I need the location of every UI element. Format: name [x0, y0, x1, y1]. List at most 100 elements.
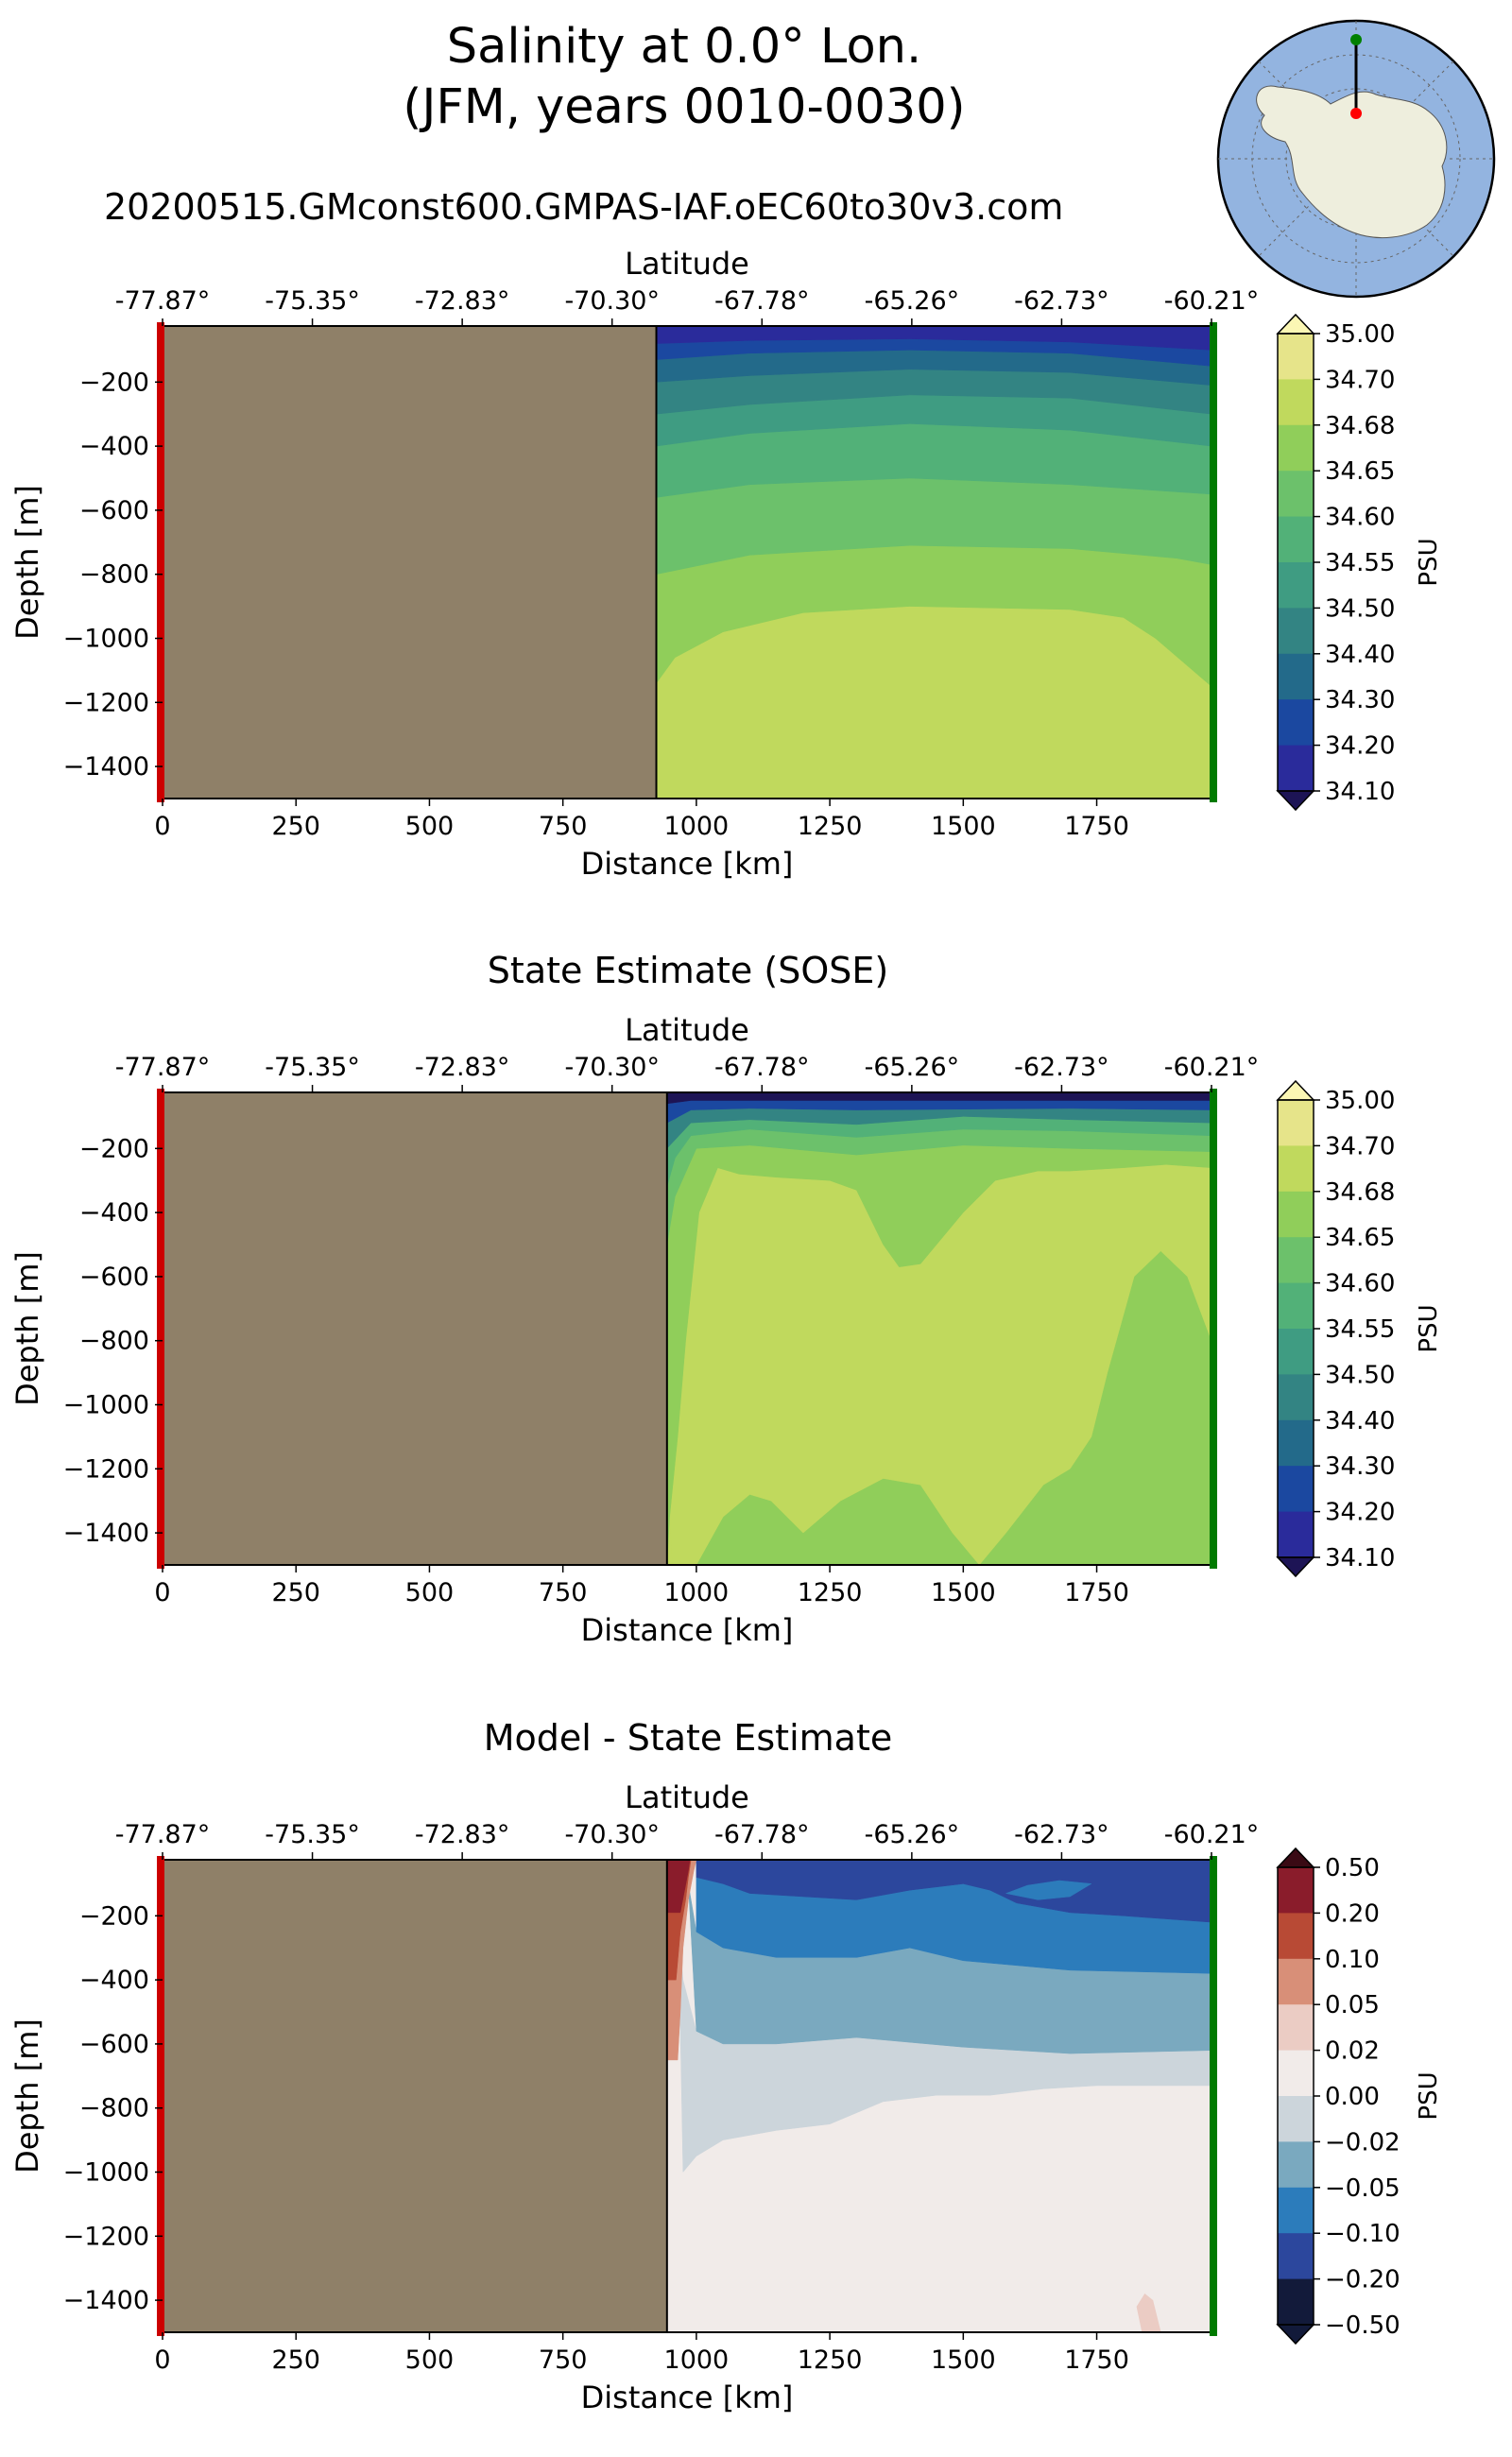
panel-title: State Estimate (SOSE)	[488, 950, 888, 991]
colorbar-tick-label: 0.05	[1325, 1991, 1380, 2019]
y-tick-label: −400	[79, 1198, 149, 1228]
colorbar-segment	[1278, 699, 1314, 747]
colorbar-segment	[1278, 1913, 1314, 1960]
x-tick-label: 750	[539, 812, 588, 841]
colorbar-label: PSU	[1415, 2071, 1443, 2120]
lat-tick-label: -77.87°	[115, 286, 211, 316]
y-tick-label: −200	[79, 368, 149, 397]
colorbar-segment	[1278, 1100, 1314, 1146]
lat-tick-label: -65.26°	[865, 286, 960, 316]
difference-salinity-panel: Model - State Estimate 0 250 500 750 1000 125…	[9, 1717, 1443, 2415]
colorbar-segment	[1278, 1374, 1314, 1421]
x-axis-label: Distance [km]	[581, 846, 794, 882]
top-axis-label: Latitude	[625, 1012, 749, 1048]
colorbar-segment	[1278, 2004, 1314, 2052]
colorbar-tick-label: 34.40	[1325, 641, 1395, 669]
contour-region-0	[656, 606, 1212, 799]
x-tick-label: 0	[154, 1578, 170, 1607]
colorbar-tick-label: 34.68	[1325, 412, 1395, 440]
colorbar-extend-max	[1276, 313, 1315, 335]
colorbar-tick-label: 34.65	[1325, 1224, 1395, 1252]
colorbar-tick-label: 34.70	[1325, 366, 1395, 394]
lat-tick-label: -77.87°	[115, 1053, 211, 1082]
y-tick-label: −1400	[63, 1519, 149, 1548]
land-mask	[162, 1859, 668, 2333]
lat-tick-label: -62.73°	[1014, 1820, 1109, 1849]
lat-tick-label: -60.21°	[1164, 1053, 1260, 1082]
y-tick-label: −800	[79, 2094, 149, 2123]
colorbar-tick-label: 34.10	[1325, 778, 1395, 806]
x-tick-label: 1500	[931, 1578, 996, 1607]
x-axis-label: Distance [km]	[581, 2380, 794, 2415]
lat-tick-label: -65.26°	[865, 1820, 960, 1849]
colorbar-tick-label: 0.20	[1325, 1899, 1380, 1928]
section-start-bar	[157, 1089, 164, 1569]
colorbar-extend-max	[1276, 1847, 1315, 1868]
colorbar-segment	[1278, 471, 1314, 518]
run-name: 20200515.GMconst600.GMPAS-IAF.oEC60to30v…	[104, 186, 1063, 228]
colorbar-tick-label: 0.50	[1325, 1854, 1380, 1882]
section-end-bar	[1210, 1856, 1217, 2336]
x-tick-label: 750	[539, 2345, 588, 2375]
section-end-marker	[1350, 108, 1362, 119]
colorbar-tick-label: 0.02	[1325, 2037, 1380, 2066]
colorbar-tick-label: 0.10	[1325, 1946, 1380, 1974]
colorbar-tick-label: −0.05	[1325, 2174, 1400, 2203]
colorbar-segment	[1278, 1237, 1314, 1284]
x-tick-label: 1750	[1064, 812, 1129, 841]
lat-tick-label: -70.30°	[564, 1053, 660, 1082]
x-tick-label: 500	[405, 812, 455, 841]
colorbar-segment	[1278, 1867, 1314, 1914]
colorbar-extend-max	[1276, 1079, 1315, 1101]
section-end-bar	[1210, 322, 1217, 802]
colorbar-segment	[1278, 653, 1314, 700]
colorbar-segment	[1278, 516, 1314, 563]
model-salinity-panel: 0 250 500 750 1000 1250 1500 1750 Distance [km] −…	[9, 246, 1443, 882]
land-mask	[162, 325, 658, 799]
section-start-marker	[1350, 34, 1362, 45]
colorbar-label: PSU	[1415, 1304, 1443, 1352]
lat-tick-label: -75.35°	[265, 1820, 360, 1849]
colorbar-segment	[1278, 2233, 1314, 2280]
colorbar-tick-label: −0.10	[1325, 2220, 1400, 2248]
figure-title-line1: Salinity at 0.0° Lon.	[447, 19, 921, 75]
colorbar-segment	[1278, 379, 1314, 426]
y-tick-label: −1200	[63, 688, 149, 717]
colorbar-tick-label: −0.50	[1325, 2311, 1400, 2340]
y-axis-label: Depth [m]	[9, 485, 45, 640]
colorbar-segment	[1278, 1329, 1314, 1375]
colorbar-segment	[1278, 2278, 1314, 2326]
colorbar-tick-label: 34.60	[1325, 504, 1395, 532]
colorbar-tick-label: 34.20	[1325, 1499, 1395, 1527]
lat-tick-label: -77.87°	[115, 1820, 211, 1849]
colorbar-tick-label: 34.50	[1325, 1361, 1395, 1389]
lat-tick-label: -62.73°	[1014, 286, 1109, 316]
colorbar-segment	[1278, 334, 1314, 380]
y-tick-label: −600	[79, 496, 149, 525]
x-tick-label: 1000	[664, 1578, 730, 1607]
x-tick-label: 1250	[798, 2345, 863, 2375]
colorbar-segment	[1278, 745, 1314, 792]
colorbar-tick-label: 0.00	[1325, 2083, 1380, 2111]
y-tick-label: −400	[79, 432, 149, 461]
y-tick-label: −1400	[63, 2286, 149, 2315]
x-tick-label: 500	[405, 2345, 455, 2375]
y-tick-label: −1200	[63, 1454, 149, 1484]
x-tick-label: 250	[271, 2345, 320, 2375]
x-axis-label: Distance [km]	[581, 1612, 794, 1648]
top-axis-label: Latitude	[625, 1779, 749, 1815]
y-tick-label: −400	[79, 1966, 149, 1995]
colorbar-tick-label: 34.30	[1325, 1452, 1395, 1481]
lat-tick-label: -70.30°	[564, 1820, 660, 1849]
y-tick-label: −200	[79, 1901, 149, 1931]
colorbar-extend-min	[1276, 2324, 1315, 2345]
colorbar-segment	[1278, 2050, 1314, 2097]
lat-tick-label: -75.35°	[265, 286, 360, 316]
colorbar-tick-label: 34.40	[1325, 1407, 1395, 1435]
lat-tick-label: -72.83°	[415, 286, 510, 316]
lat-tick-label: -65.26°	[865, 1053, 960, 1082]
y-axis-label: Depth [m]	[9, 2019, 45, 2174]
y-tick-label: −800	[79, 560, 149, 590]
colorbar-tick-label: −0.02	[1325, 2128, 1400, 2156]
section-start-bar	[157, 1856, 164, 2336]
